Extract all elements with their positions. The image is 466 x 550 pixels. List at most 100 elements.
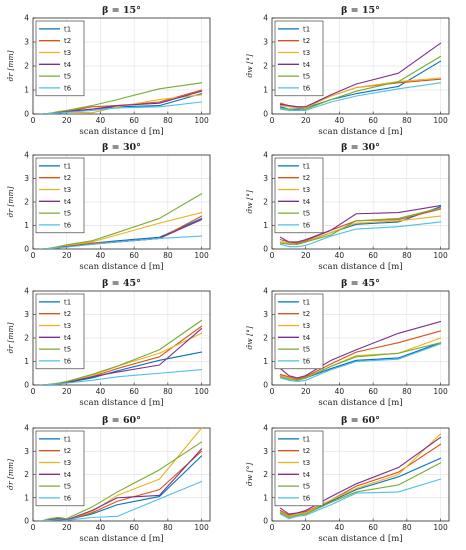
series-line-t4	[40, 448, 203, 521]
x-tick-label: 20	[62, 523, 72, 532]
y-tick-label: 2	[24, 198, 29, 207]
legend-label-t3: t3	[303, 322, 310, 330]
x-tick-label: 0	[31, 116, 36, 125]
legend-label-t1: t1	[64, 298, 71, 306]
x-tick-label: 20	[301, 523, 311, 532]
legend-label-t5: t5	[303, 73, 310, 81]
x-tick-label: 100	[194, 251, 209, 260]
x-axis-label: scan distance d [m]	[79, 262, 163, 272]
chart-panel-5: 0 20 40 60 80 100 0 1 2 3 4 β = 45° scan distance d …	[6, 278, 211, 408]
x-tick-label: 20	[62, 251, 72, 260]
x-tick-label: 100	[433, 251, 448, 260]
legend-box	[274, 293, 324, 370]
legend-box	[35, 157, 85, 234]
x-tick-label: 80	[163, 116, 173, 125]
y-tick-label: 3	[263, 447, 268, 456]
y-tick-label: 1	[263, 493, 268, 502]
y-tick-label: 2	[24, 470, 29, 479]
legend-label-t1: t1	[64, 162, 71, 170]
x-tick-label: 60	[129, 523, 139, 532]
x-tick-label: 40	[335, 387, 345, 396]
legend: t1 t2 t3 t4 t5 t6	[274, 157, 324, 234]
legend-label-t5: t5	[303, 346, 310, 354]
legend-label-t1: t1	[303, 435, 310, 443]
legend-label-t3: t3	[64, 186, 71, 194]
x-axis-label: scan distance d [m]	[79, 534, 163, 544]
legend: t1 t2 t3 t4 t5 t6	[35, 293, 85, 370]
y-axis-label: σ̂r [mm]	[6, 186, 15, 217]
legend-label-t3: t3	[64, 49, 71, 57]
legend-label-t5: t5	[303, 210, 310, 218]
x-axis-label: scan distance d [m]	[79, 127, 163, 137]
x-tick-label: 100	[194, 387, 209, 396]
series-line-t6	[40, 235, 203, 249]
series-line-t4	[279, 42, 442, 108]
y-tick-label: 1	[263, 86, 268, 95]
y-tick-label: 0	[24, 245, 29, 254]
series-line-t3	[279, 433, 442, 517]
series-lines	[40, 193, 203, 249]
y-tick-label: 1	[24, 221, 29, 230]
x-tick-label: 40	[96, 387, 106, 396]
series-line-t6	[40, 101, 203, 114]
x-axis-label: scan distance d [m]	[79, 398, 163, 408]
x-tick-label: 60	[368, 523, 378, 532]
y-axis-label: σ̂r [mm]	[6, 459, 15, 490]
y-axis-label: σ̂w [°]	[245, 463, 254, 487]
series-line-t3	[279, 77, 442, 109]
series-line-t4	[279, 204, 442, 243]
legend-label-t4: t4	[303, 334, 311, 342]
legend-label-t2: t2	[303, 310, 310, 318]
y-tick-label: 0	[24, 381, 29, 390]
legend-label-t1: t1	[64, 435, 71, 443]
series-line-t5	[279, 55, 442, 111]
legend-label-t3: t3	[303, 186, 310, 194]
legend-label-t6: t6	[64, 221, 72, 229]
legend-label-t6: t6	[64, 84, 72, 92]
x-tick-label: 80	[163, 523, 173, 532]
legend: t1 t2 t3 t4 t5 t6	[274, 20, 324, 97]
legend-label-t3: t3	[303, 459, 310, 467]
chart-title: β = 15°	[102, 5, 141, 16]
x-tick-label: 0	[270, 251, 275, 260]
x-axis-label: scan distance d [m]	[318, 398, 402, 408]
legend-label-t4: t4	[303, 61, 311, 69]
x-tick-label: 60	[368, 251, 378, 260]
x-tick-label: 60	[368, 116, 378, 125]
legend: t1 t2 t3 t4 t5 t6	[35, 157, 85, 234]
legend-label-t5: t5	[64, 483, 71, 491]
x-tick-label: 60	[368, 387, 378, 396]
series-line-t6	[279, 478, 442, 520]
x-tick-label: 20	[301, 251, 311, 260]
y-tick-label: 2	[263, 62, 268, 71]
series-lines	[40, 82, 203, 114]
legend-box	[35, 20, 85, 97]
legend-label-t3: t3	[303, 49, 310, 57]
legend-label-t5: t5	[64, 346, 71, 354]
x-tick-label: 0	[31, 523, 36, 532]
legend-label-t1: t1	[303, 25, 310, 33]
x-tick-label: 60	[129, 251, 139, 260]
series-line-t5	[40, 441, 203, 521]
chart-title: β = 45°	[341, 278, 380, 289]
legend-box	[274, 157, 324, 234]
y-axis-label: σ̂r [mm]	[6, 50, 15, 81]
x-tick-label: 20	[62, 116, 72, 125]
series-line-t6	[40, 480, 203, 521]
legend-label-t5: t5	[303, 483, 310, 491]
x-tick-label: 80	[402, 523, 412, 532]
y-tick-label: 4	[24, 151, 29, 160]
chart-panel-3: 0 20 40 60 80 100 0 1 2 3 4 β = 30° scan distance d …	[6, 142, 211, 272]
legend-label-t6: t6	[303, 221, 311, 229]
series-lines	[40, 428, 203, 521]
y-tick-label: 0	[263, 110, 268, 119]
x-axis-label: scan distance d [m]	[318, 127, 402, 137]
x-tick-label: 100	[433, 387, 448, 396]
chart-panel-4: 0 20 40 60 80 100 0 1 2 3 4 β = 30° scan distance d …	[245, 142, 450, 272]
series-line-t5	[279, 342, 442, 381]
y-axis-label: σ̂w [°]	[245, 326, 254, 350]
legend-label-t5: t5	[64, 73, 71, 81]
x-axis-label: scan distance d [m]	[318, 262, 402, 272]
chart-title: β = 45°	[102, 278, 141, 289]
